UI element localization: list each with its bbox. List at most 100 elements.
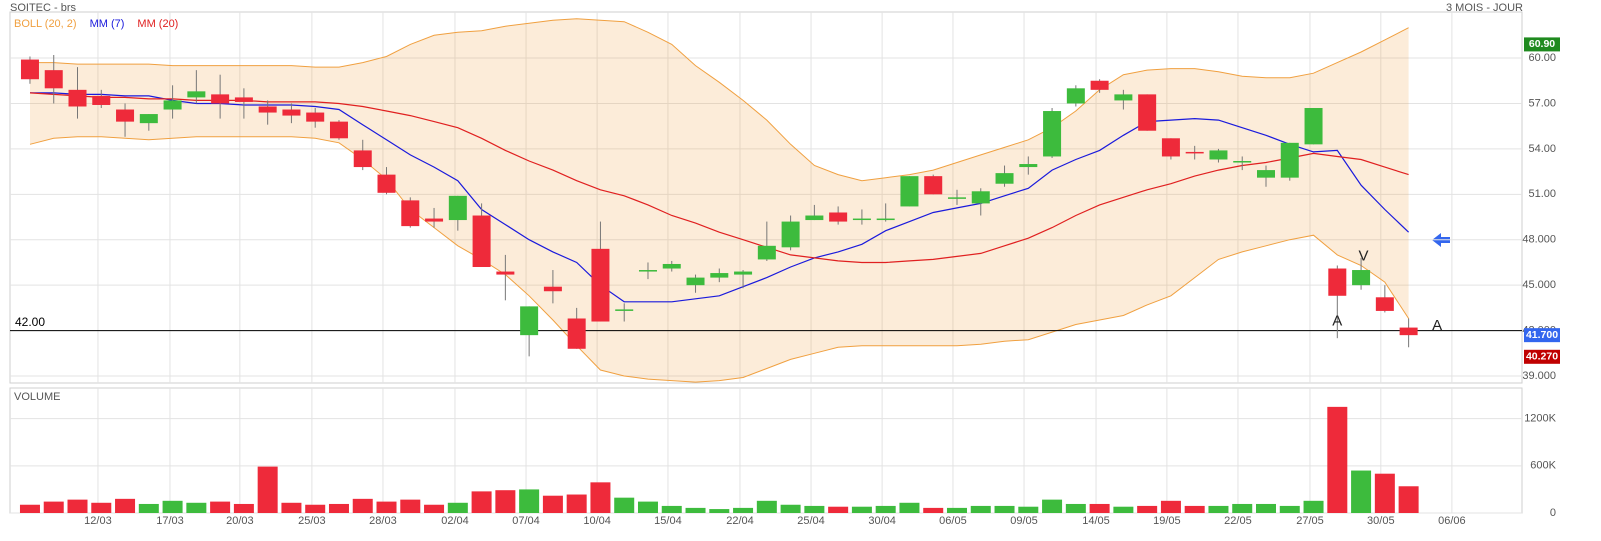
volume-bar — [1089, 503, 1110, 513]
volume-bar — [138, 503, 159, 513]
moving-average — [29, 92, 1409, 264]
candle-body — [947, 197, 966, 199]
volume-bar — [281, 502, 302, 513]
x-tick-label: 19/05 — [1153, 515, 1181, 527]
candle-body — [1066, 88, 1085, 104]
volume-bar — [946, 507, 967, 513]
candle-body — [686, 277, 705, 286]
y-tick-label: 39.000 — [1522, 370, 1556, 382]
candle-body — [1399, 327, 1418, 336]
y-tick-label: 54.00 — [1528, 143, 1556, 155]
volume-bar — [210, 501, 231, 513]
candle-body — [638, 270, 657, 272]
period-label: 3 MOIS - JOUR — [1446, 2, 1523, 14]
volume-bar — [162, 500, 183, 513]
candle-body — [567, 318, 586, 349]
price-panel — [9, 11, 1523, 384]
x-tick-label: 28/03 — [369, 515, 397, 527]
candle-body — [805, 215, 824, 221]
legend-entry: MM (7) — [90, 18, 125, 30]
candle-body — [68, 89, 87, 107]
volume-bar — [994, 505, 1015, 513]
volume-bar — [709, 509, 730, 513]
candle-body — [1304, 108, 1323, 145]
y-tick-label: 1200K — [1524, 413, 1556, 425]
candle-body — [615, 309, 634, 311]
candle-body — [1114, 94, 1133, 101]
volume-bar — [1137, 505, 1158, 513]
x-tick-label: 22/05 — [1224, 515, 1252, 527]
volume-title: VOLUME — [14, 391, 60, 403]
bollinger-lower — [29, 136, 1410, 383]
volume-bar — [1279, 505, 1300, 513]
x-tick-label: 07/04 — [512, 515, 540, 527]
candle-body — [924, 176, 943, 195]
volume-bar — [305, 504, 326, 513]
volume-bar — [1065, 503, 1086, 513]
candle-body — [900, 176, 919, 207]
candle-body — [662, 263, 681, 269]
candle-body — [1233, 161, 1252, 163]
volume-bar — [1232, 503, 1253, 513]
price-tag — [1524, 328, 1560, 343]
volume-bar — [1113, 506, 1134, 513]
volume-bar — [400, 499, 421, 513]
volume-bar — [1208, 505, 1229, 513]
hline-label: 42.00 — [15, 315, 45, 329]
volume-bar — [614, 497, 635, 513]
candle-body — [353, 150, 372, 168]
volume-bar — [115, 498, 136, 513]
x-tick-label: 06/06 — [1438, 515, 1466, 527]
candle-body — [187, 91, 206, 98]
candle-body — [139, 114, 158, 124]
price-tag-label: 60.90 — [1529, 38, 1555, 50]
x-tick-label: 09/05 — [1010, 515, 1038, 527]
x-tick-label: 25/04 — [797, 515, 825, 527]
x-tick-label: 25/03 — [298, 515, 326, 527]
volume-bar — [328, 503, 349, 513]
volume-bar — [233, 503, 254, 513]
x-tick-label: 10/04 — [583, 515, 611, 527]
volume-bar — [756, 500, 777, 513]
bollinger-upper — [30, 18, 1409, 182]
price-tag — [1524, 37, 1560, 52]
candle-body — [496, 271, 515, 275]
volume-bar — [257, 466, 278, 513]
y-tick-label: 51.00 — [1528, 188, 1556, 200]
x-tick-label: 30/04 — [868, 515, 896, 527]
x-tick-label: 17/03 — [156, 515, 184, 527]
candle-body — [1138, 94, 1157, 131]
volume-bar — [923, 507, 944, 513]
volume-bar — [352, 498, 373, 513]
volume-bar — [1160, 500, 1181, 513]
y-tick-label: 600K — [1530, 460, 1556, 472]
candle-body — [757, 245, 776, 260]
x-tick-label: 15/04 — [654, 515, 682, 527]
candle-body — [1161, 138, 1180, 157]
candle-body — [852, 218, 871, 221]
volume-bar — [899, 502, 920, 513]
candle-body — [1280, 142, 1299, 178]
legend-entry: MM (20) — [137, 18, 178, 30]
y-tick-label: 45.000 — [1522, 279, 1556, 291]
volume-bar — [19, 504, 40, 513]
price-tag — [1524, 349, 1560, 364]
volume-bar — [471, 491, 492, 513]
moving-average — [30, 92, 1410, 303]
volume-bar — [804, 505, 825, 513]
x-tick-label: 02/04 — [441, 515, 469, 527]
candle-body — [472, 215, 491, 268]
candle-body — [876, 218, 895, 221]
candle-body — [211, 94, 230, 104]
volume-bar — [637, 501, 658, 513]
x-tick-label: 30/05 — [1367, 515, 1395, 527]
candle-body — [1043, 111, 1062, 157]
volume-bar — [1184, 505, 1205, 513]
volume-bar — [1327, 406, 1348, 513]
volume-bar — [186, 502, 207, 513]
volume-bar — [1398, 486, 1419, 513]
volume-bar — [566, 494, 587, 513]
signal-marker: A — [1332, 312, 1342, 329]
candle-body — [1256, 170, 1275, 178]
